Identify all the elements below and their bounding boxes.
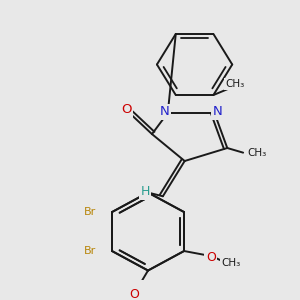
- Text: Br: Br: [84, 207, 96, 217]
- Text: N: N: [212, 105, 222, 118]
- Text: H: H: [140, 185, 150, 198]
- Text: O: O: [129, 288, 139, 300]
- Text: CH₃: CH₃: [226, 79, 245, 89]
- Text: O: O: [206, 251, 216, 264]
- Text: N: N: [160, 105, 170, 118]
- Text: Br: Br: [84, 246, 96, 256]
- Text: CH₃: CH₃: [221, 258, 240, 268]
- Text: O: O: [121, 103, 131, 116]
- Text: CH₃: CH₃: [248, 148, 267, 158]
